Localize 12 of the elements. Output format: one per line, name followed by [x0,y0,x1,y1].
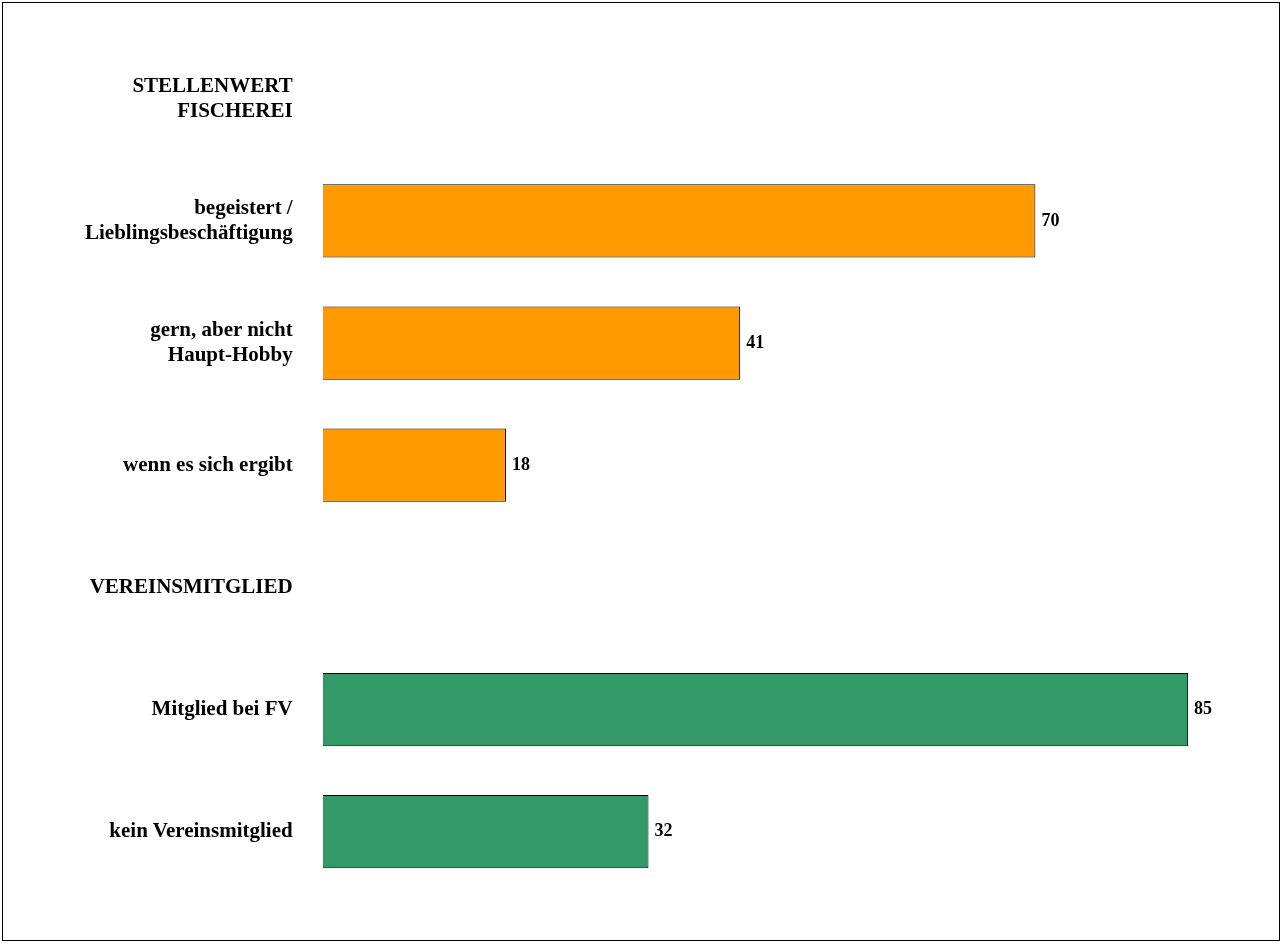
y-tick-label: STELLENWERT FISCHEREI [132,72,293,122]
data-label: 85 [1194,698,1213,719]
y-tick-label: begeistert / Lieblingsbeschäftigung [84,194,294,244]
y-tick-label: gern, aber nicht Haupt-Hobby [150,316,294,367]
data-label: 70 [1041,209,1060,230]
data-label: 41 [746,331,765,352]
y-tick-label: Mitglied bei FV [151,695,293,720]
y-tick-label: VEREINSMITGLIED [89,573,293,598]
y-tick-label: wenn es sich ergibt [122,451,293,476]
data-label: 18 [511,453,530,474]
data-label: 32 [654,820,673,841]
y-tick-label: kein Vereinsmitglied [109,818,294,843]
